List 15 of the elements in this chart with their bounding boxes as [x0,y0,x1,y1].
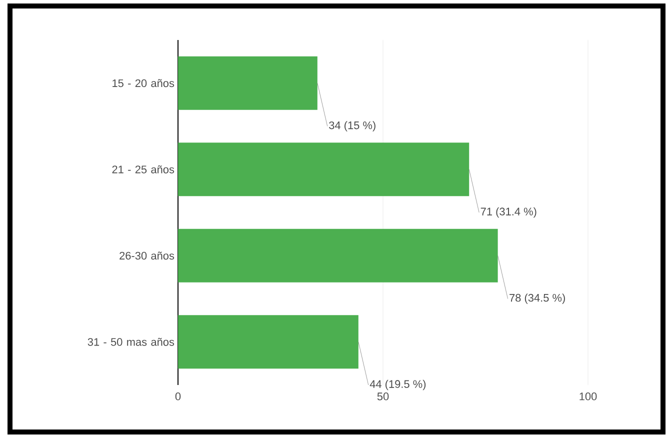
data-label: 71 (31.4 %) [480,207,536,218]
y-tick-label: 15 - 20 años [112,79,174,88]
y-tick-label: 26-30 años [120,252,174,260]
data-label: 44 (19.5 %) [370,380,426,390]
bar [178,228,498,282]
y-tick-label: 21 - 25 años [112,165,174,174]
bar [178,315,358,369]
x-tick-label: 0 [175,392,181,400]
data-label: 78 (34.5 %) [510,294,565,304]
data-label: 34 (15 %) [329,121,376,132]
x-tick-label: 50 [377,392,389,400]
y-tick-label: 31 - 50 mas años [88,338,174,346]
bar [178,142,470,196]
x-tick-label: 100 [580,392,597,400]
bar [178,56,318,110]
